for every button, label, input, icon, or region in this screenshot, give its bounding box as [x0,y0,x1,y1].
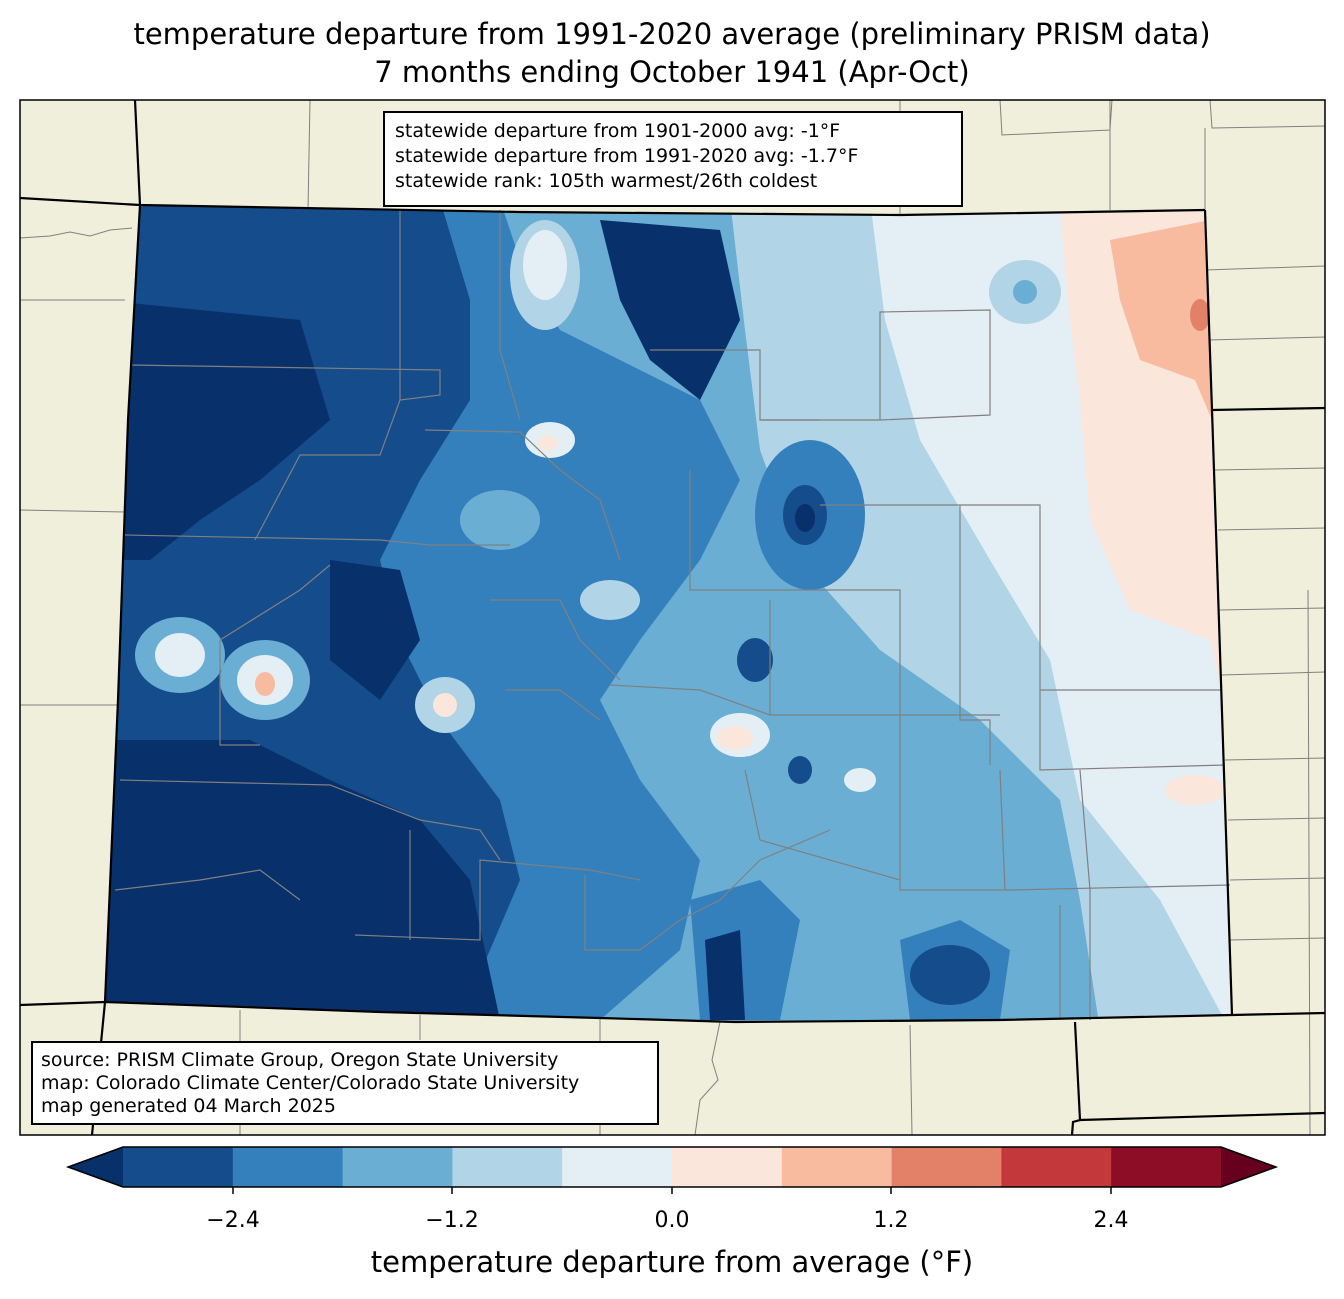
map-frame [19,99,1326,1136]
colorbar-bin [891,1147,1002,1187]
colorbar-extend-low [68,1147,123,1187]
colorado-departure-field [105,205,1232,1022]
colorbar-tick-label: 0.0 [654,1208,690,1233]
colorbar-bin [342,1147,453,1187]
statewide-stats-box: statewide departure from 1901-2000 avg: … [383,111,963,207]
generated-date: map generated 04 March 2025 [41,1095,336,1117]
county-boundaries [114,210,1231,1020]
colorbar [65,1146,1279,1194]
colorbar-outline [65,1146,1279,1188]
source-credit: source: PRISM Climate Group, Oregon Stat… [41,1049,559,1071]
map-title: temperature departure from 1991-2020 ave… [133,17,1211,51]
colorbar-bin [1111,1147,1222,1187]
colorbar-bin [452,1147,563,1187]
stats-departure-1901-2000: statewide departure from 1901-2000 avg: … [395,120,841,142]
map-credit: map: Colorado Climate Center/Colorado St… [41,1072,580,1094]
map-subtitle: 7 months ending October 1941 (Apr-Oct) [374,55,970,89]
colorbar-bin [232,1147,344,1187]
stats-departure-1991-2020: statewide departure from 1991-2020 avg: … [395,145,859,167]
colorbar-tick-label: 2.4 [1093,1208,1129,1233]
colorbar-label: temperature departure from average (°F) [370,1245,974,1279]
colorbar-bin [562,1147,673,1187]
colorbar-tick-label: −2.4 [206,1208,260,1233]
source-box: source: PRISM Climate Group, Oregon Stat… [31,1041,659,1125]
colorbar-bin [672,1147,783,1187]
colorbar-bin [123,1147,234,1187]
colorbar-extend-high [1221,1147,1276,1187]
colorbar-tick-label: −1.2 [425,1208,479,1233]
colorbar-tick-label: 1.2 [873,1208,909,1233]
colorbar-bin [1001,1147,1112,1187]
colorbar-bin [781,1147,893,1187]
stats-rank: statewide rank: 105th warmest/26th colde… [395,170,818,192]
